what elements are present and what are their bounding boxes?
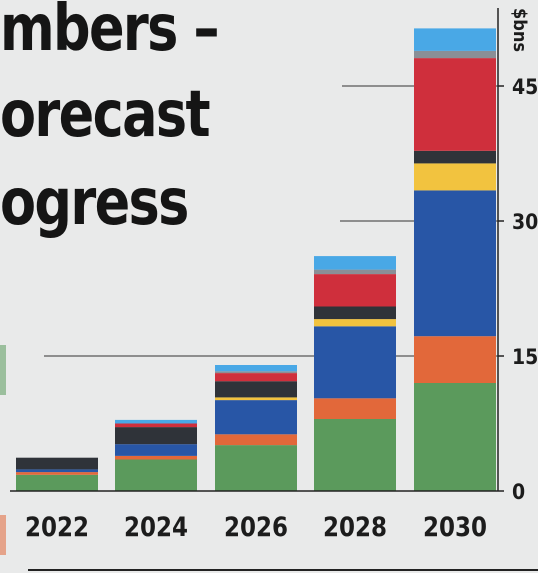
bar-2028-yellow: [314, 319, 396, 327]
bar-2026-blue: [215, 400, 297, 435]
bar-2024-blue: [115, 444, 197, 456]
bar-2028-red: [314, 274, 396, 307]
bar-2030-orange: [414, 336, 496, 383]
bar-2024-orange: [115, 455, 197, 460]
value-axis: 0 15 30 45: [10, 8, 538, 504]
year-label-2022: 2022: [25, 512, 89, 543]
bar-2022-blue: [16, 469, 98, 473]
bar-2030-blue: [414, 190, 496, 337]
year-label-2028: 2028: [323, 512, 387, 543]
tick-label-0: 0: [512, 480, 525, 504]
bar-2024-red: [115, 423, 197, 428]
bar-2028-orange: [314, 398, 396, 419]
bar-2028-green: [314, 419, 396, 491]
bar-2028-blue: [314, 326, 396, 399]
bar-2026-dark: [215, 381, 297, 398]
unit-label: $bns: [509, 8, 530, 52]
bar-2024-dark: [115, 427, 197, 445]
chart-title: mbers – orecast ogress: [0, 0, 300, 260]
title-line-1: mbers –: [0, 0, 220, 66]
tick-label-45: 45: [512, 75, 538, 99]
year-label-2030: 2030: [423, 512, 487, 543]
bar-2026-gray: [215, 371, 297, 374]
bar-2026-orange: [215, 434, 297, 446]
bar-2030-dark: [414, 150, 496, 164]
bars: [16, 28, 496, 491]
tick-label-15: 15: [512, 345, 538, 369]
year-label-2024: 2024: [124, 512, 188, 543]
left-marker-dot: [0, 345, 6, 395]
bar-2026-green: [215, 445, 297, 491]
bar-2030-gray: [414, 50, 496, 59]
bar-2030-red: [414, 58, 496, 151]
bar-2022-orange: [16, 472, 98, 475]
bar-2026-yellow: [215, 397, 297, 401]
tick-label-30: 30: [512, 210, 538, 234]
bar-2022-green: [16, 474, 98, 491]
bar-2024-green: [115, 459, 197, 491]
year-labels: 2022 2024 2026 2028 2030: [25, 512, 487, 543]
bar-2022-dark: [16, 457, 98, 470]
bar-2030-green: [414, 383, 496, 491]
bar-2030-light_blue: [414, 28, 496, 51]
bar-2026-red: [215, 373, 297, 382]
year-label-2026: 2026: [224, 512, 288, 543]
bar-2028-light_blue: [314, 256, 396, 270]
title-line-3: ogress: [0, 166, 189, 240]
title-line-2: orecast: [0, 78, 211, 152]
bar-2030-yellow: [414, 163, 496, 191]
bar-2028-dark: [314, 306, 396, 320]
bar-2026-light_blue: [215, 365, 297, 372]
bar-2028-gray: [314, 269, 396, 275]
bar-2024-light_blue: [115, 419, 197, 424]
left-marker-dot-2: [0, 515, 6, 555]
